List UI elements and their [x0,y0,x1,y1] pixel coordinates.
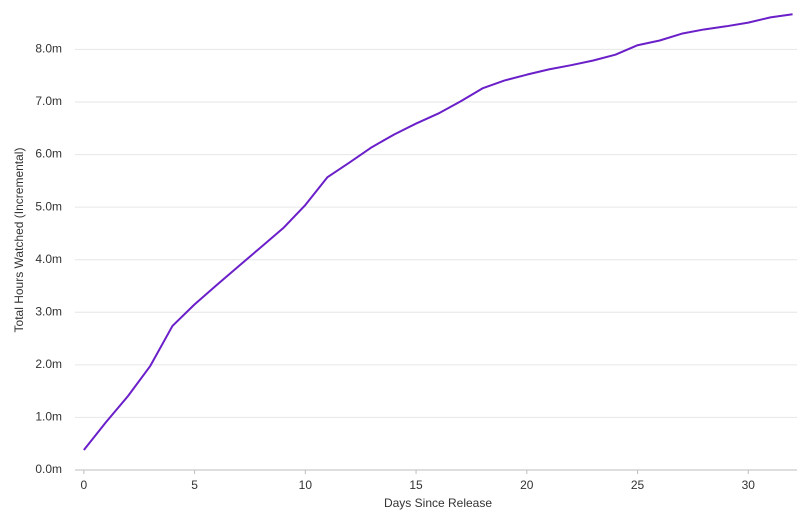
x-tick-label: 0 [81,478,88,492]
x-tick-label: 30 [742,478,756,492]
y-tick-label: 1.0m [35,410,62,424]
y-tick-label: 6.0m [35,147,62,161]
y-tick-label: 0.0m [35,462,62,476]
x-tick-label: 25 [631,478,645,492]
y-tick-label: 8.0m [35,42,62,56]
y-tick-label: 3.0m [35,304,62,318]
y-axis-title: Total Hours Watched (Incremental) [12,148,26,333]
y-tick-label: 5.0m [35,199,62,213]
x-tick-label: 20 [520,478,534,492]
x-tick-label: 15 [409,478,423,492]
x-tick-label: 5 [191,478,198,492]
data-line [83,13,793,451]
y-tick-label: 2.0m [35,357,62,371]
y-tick-label: 7.0m [35,94,62,108]
y-tick-label: 4.0m [35,252,62,266]
x-axis-title: Days Since Release [384,496,492,510]
x-tick-label: 10 [299,478,313,492]
